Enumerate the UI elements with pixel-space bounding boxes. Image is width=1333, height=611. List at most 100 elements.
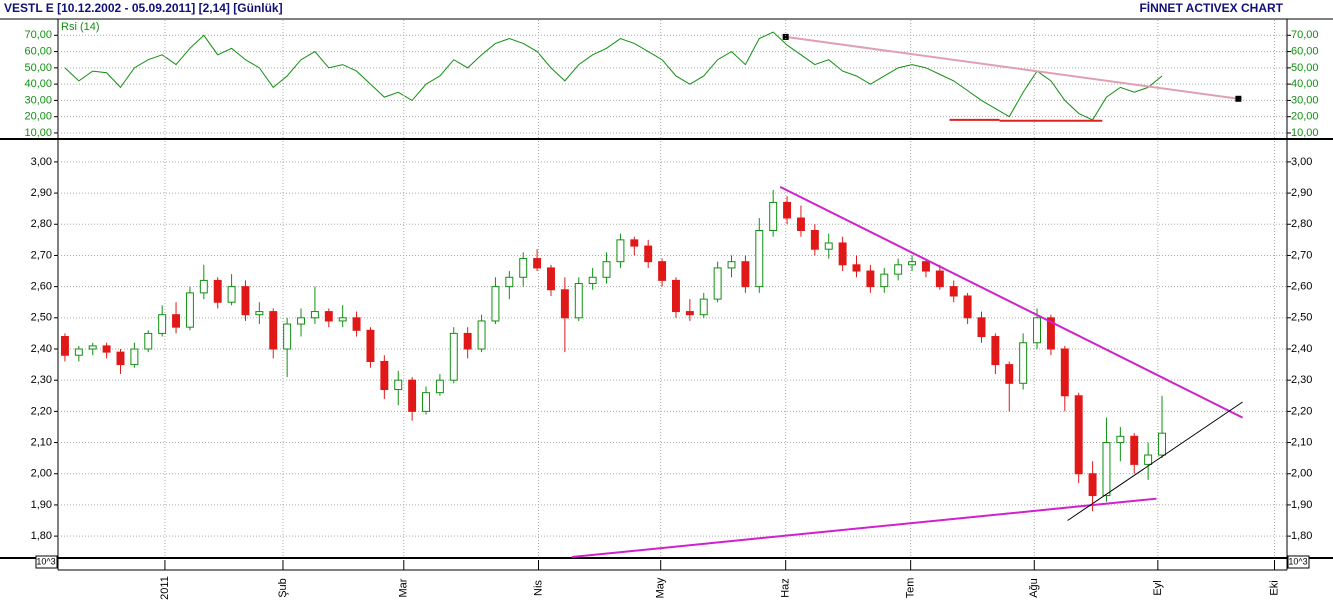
candle-body [324, 311, 333, 322]
y-tick-label: 2,50 [1291, 312, 1312, 324]
candle-body [1130, 435, 1139, 465]
candle-body [269, 311, 278, 350]
y-tick-label: 30,00 [1291, 94, 1319, 106]
y-tick-label: 1,80 [1291, 530, 1312, 542]
candle-body [908, 261, 917, 266]
candle-body [699, 298, 708, 316]
candle-body [1158, 432, 1166, 456]
candle-body [824, 242, 833, 250]
candle-body [533, 258, 542, 269]
scale-label: 10^3 [1288, 556, 1307, 566]
candle-body [491, 286, 500, 322]
candle-body [644, 245, 653, 263]
y-tick-label: 70,00 [1291, 29, 1319, 41]
candle-body [88, 345, 97, 350]
candle-body [74, 348, 83, 356]
chart-title: VESTL E [10.12.2002 - 05.09.2011] [2,14]… [4, 1, 283, 15]
y-tick-label: 2,80 [31, 218, 52, 230]
candle-body [602, 261, 611, 278]
candle-body [713, 267, 722, 300]
candle-body [408, 379, 417, 412]
x-tick-label: Eyl [1152, 580, 1164, 595]
candle-body [283, 323, 292, 350]
candle-body [588, 276, 597, 285]
candle-body [755, 229, 764, 288]
candle-body [297, 317, 305, 325]
y-tick-label: 2,20 [1291, 405, 1312, 417]
x-tick-label: May [655, 577, 667, 598]
x-tick-label: Tem [905, 578, 917, 599]
y-tick-label: 2,70 [31, 249, 52, 261]
candle-body [880, 273, 889, 288]
y-tick-label: 1,80 [31, 530, 52, 542]
y-tick-label: 2,00 [31, 468, 52, 480]
candle-body [658, 261, 667, 281]
candle-body [935, 270, 944, 288]
x-tick-label: Nis [532, 580, 544, 596]
y-tick-label: 40,00 [1291, 78, 1319, 90]
trend-marker [1235, 95, 1242, 102]
candle-body [130, 348, 139, 366]
candle-body [505, 276, 514, 288]
candle-body [60, 336, 69, 356]
x-tick-label: Ağu [1028, 578, 1040, 598]
candle-body [838, 242, 847, 266]
y-tick-label: 1,90 [1291, 499, 1312, 511]
candle-body [1060, 348, 1069, 397]
candle-body [547, 267, 555, 291]
candle-body [241, 286, 250, 316]
candle-body [422, 392, 430, 412]
y-tick-label: 2,80 [1291, 218, 1312, 230]
candle-body [172, 314, 181, 328]
candle-body [616, 239, 625, 263]
y-tick-label: 50,00 [1291, 62, 1319, 74]
candle-body [255, 311, 264, 316]
candle-body [116, 351, 125, 366]
candle-body [769, 201, 778, 231]
candle-body [783, 201, 792, 219]
brand: FİNNET ACTIVEX CHART [1139, 0, 1283, 15]
y-tick-label: 40,00 [24, 78, 52, 90]
candle-body [463, 332, 472, 350]
trend-line [1067, 401, 1243, 521]
candle-body [1019, 342, 1028, 384]
candle-body [560, 289, 569, 319]
candle-body [672, 279, 680, 313]
y-tick-label: 3,00 [31, 156, 52, 168]
candle-body [977, 317, 986, 338]
y-tick-label: 60,00 [24, 45, 52, 57]
candle-body [394, 379, 403, 391]
candle-body [477, 320, 486, 350]
y-tick-label: 2,20 [31, 405, 52, 417]
candle-body [991, 336, 1000, 366]
y-tick-label: 2,90 [1291, 187, 1312, 199]
candle-body [310, 311, 319, 319]
scale-label: 10^3 [36, 556, 55, 566]
candle-body [352, 317, 361, 331]
y-tick-label: 3,00 [1291, 156, 1312, 168]
y-tick-label: 2,70 [1291, 249, 1312, 261]
y-tick-label: 2,00 [1291, 468, 1312, 480]
candle-body [796, 217, 805, 231]
y-tick-label: 30,00 [24, 94, 52, 106]
candle-body [158, 314, 167, 334]
candle-body [852, 264, 861, 272]
candle-body [1088, 473, 1097, 497]
y-tick-label: 60,00 [1291, 45, 1319, 57]
candle-body [1046, 317, 1055, 350]
x-tick-label: Şub [277, 578, 289, 598]
y-tick-label: 2,90 [31, 187, 52, 199]
candle-body [630, 239, 639, 247]
x-tick-label: Haz [780, 578, 792, 598]
candle-body [685, 311, 694, 316]
y-tick-label: 1,90 [31, 499, 52, 511]
trend-line [785, 35, 1239, 100]
y-tick-label: 2,30 [31, 374, 52, 386]
candle-body [213, 279, 222, 303]
candle-body [1033, 317, 1042, 344]
y-tick-label: 70,00 [24, 29, 52, 41]
y-tick-label: 2,10 [31, 436, 52, 448]
candle-body [366, 329, 375, 362]
